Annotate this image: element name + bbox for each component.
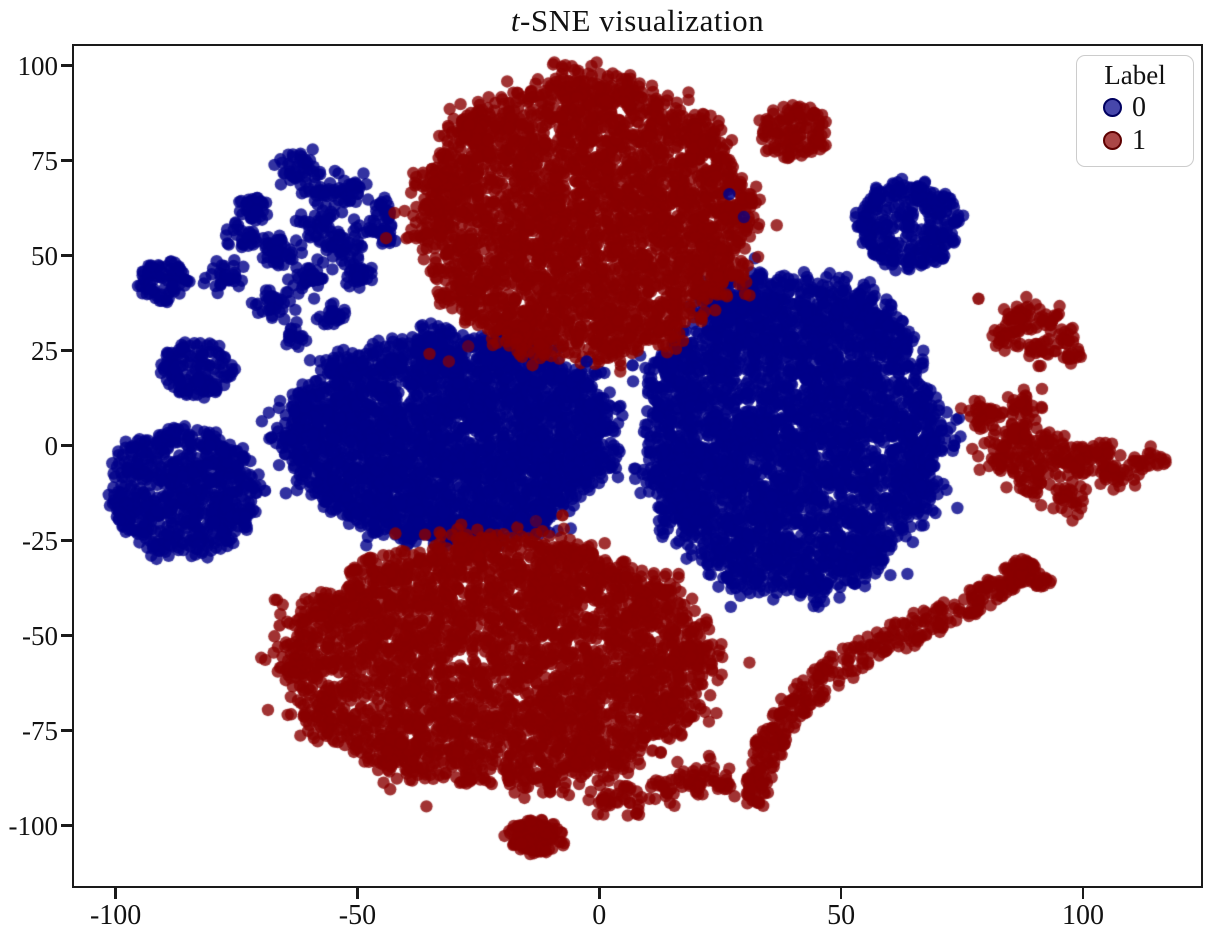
y-tick-label: -100 [8,810,59,841]
legend-title: Label [1104,60,1166,90]
legend: Label 0 1 [1076,55,1194,167]
y-tick-mark [61,64,72,67]
y-tick-mark [61,254,72,257]
x-tick-mark [356,888,359,899]
y-tick-label: 25 [31,335,58,366]
x-tick-mark [114,888,117,899]
y-tick-label: -50 [22,620,58,651]
x-tick-mark [839,888,843,899]
chart-title: t-SNE visualization [72,3,1203,39]
y-tick-mark [61,634,72,637]
y-tick-label: 0 [44,430,59,461]
legend-label-1: 1 [1132,125,1146,156]
y-tick-mark [61,444,72,447]
legend-label-0: 0 [1132,92,1146,123]
x-tick-label: -100 [89,900,142,931]
y-tick-mark [61,159,72,162]
legend-marker-label-1-icon [1103,131,1122,150]
y-tick-label: -75 [22,715,58,746]
legend-item-1: 1 [1081,124,1189,157]
x-tick-mark [598,888,601,899]
x-tick-mark [1081,888,1085,899]
plot-area: Label 0 1 [72,44,1203,888]
y-tick-mark [61,349,72,352]
legend-marker-label-0-icon [1103,98,1122,117]
y-tick-mark [61,539,72,542]
x-tick-label: 100 [1061,900,1104,931]
x-tick-label: -50 [338,900,377,931]
chart-title-rest: -SNE visualization [520,3,765,38]
x-tick-label: 50 [827,900,856,931]
x-tick-label: 0 [592,900,607,931]
y-tick-label: 100 [17,50,59,81]
scatter-canvas [74,46,1201,886]
y-tick-label: 75 [31,145,58,176]
y-tick-mark [61,729,72,732]
y-tick-mark [61,824,72,827]
chart-title-italic: t [510,3,521,38]
y-tick-label: 50 [31,240,58,271]
legend-item-0: 0 [1081,91,1189,124]
y-tick-label: -25 [22,525,58,556]
